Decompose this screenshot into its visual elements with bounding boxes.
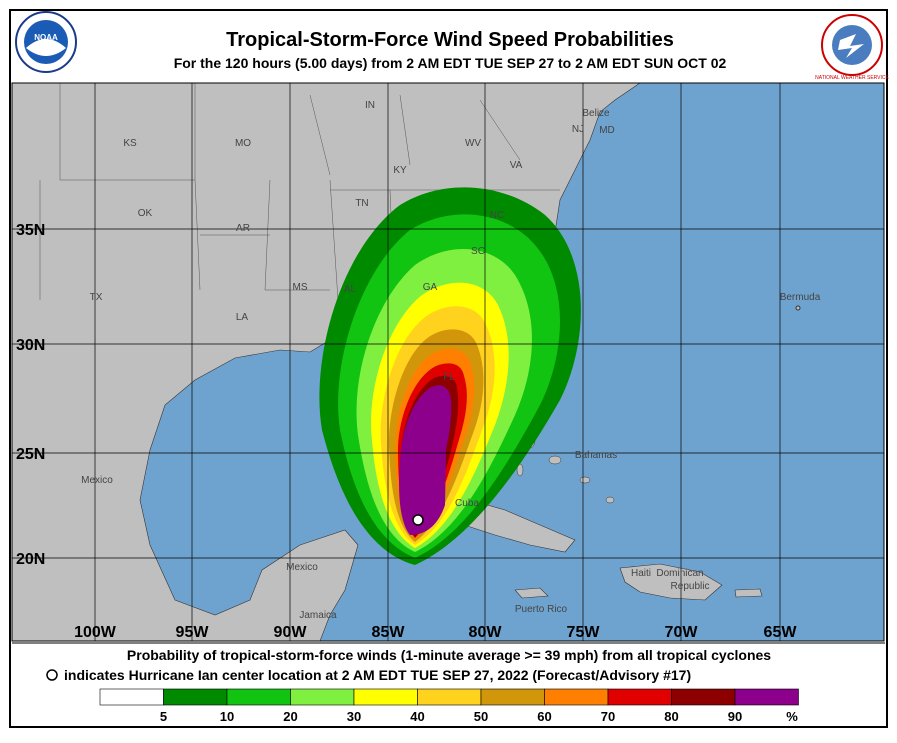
legend-swatch (671, 688, 736, 706)
place-label: TX (90, 292, 103, 303)
place-label: NC (490, 210, 504, 221)
latitude-label: 25N (16, 446, 45, 463)
graticule: 35N 30N 25N 20N 100W 95W 90W 85W 80W 75W 70W 65W (12, 83, 884, 641)
title: Tropical-Storm-Force Wind Speed Probabil… (226, 29, 674, 51)
noaa-text: NOAA (34, 33, 58, 42)
place-label: Bermuda (780, 292, 821, 303)
legend-label: 5 (160, 709, 167, 724)
longitude-label: 95W (176, 624, 210, 641)
map-border (11, 82, 885, 642)
legend-swatch (163, 688, 228, 706)
place-label: NJ (572, 124, 584, 135)
place-label: VA (510, 160, 523, 171)
bermuda (795, 305, 801, 311)
place-label: Bahamas (575, 450, 617, 461)
storm-center (412, 514, 424, 526)
footer-line2: indicates Hurricane Ian center location … (64, 667, 691, 683)
legend-swatch (417, 688, 482, 706)
place-label: Haiti (631, 568, 651, 579)
legend-unit: % (786, 709, 798, 724)
place-label: FL (443, 372, 455, 383)
longitude-label: 100W (74, 624, 117, 641)
latitude-label: 20N (16, 551, 45, 568)
legend-label: 30 (347, 709, 361, 724)
legend-label: 10 (220, 709, 234, 724)
place-label: Republic (671, 581, 710, 592)
place-label: AL (344, 284, 357, 295)
place-label: OK (138, 208, 153, 219)
legend-swatch (99, 688, 164, 706)
place-label: IN (365, 100, 375, 111)
place-label: WV (465, 138, 481, 149)
longitude-label: 75W (567, 624, 601, 641)
longitude-label: 65W (764, 624, 798, 641)
probability-contours (319, 187, 581, 565)
center-symbol (46, 669, 58, 681)
nws-logo: NATIONAL WEATHER SERVICE (815, 14, 890, 81)
place-label: Mexico (286, 562, 318, 573)
place-label: Jamaica (299, 610, 337, 621)
legend-label: 90 (728, 709, 742, 724)
hispaniola (619, 563, 723, 601)
map: 35N 30N 25N 20N 100W 95W 90W 85W 80W 75W 70W 65W IN… (12, 83, 884, 641)
legend-swatch (480, 688, 545, 706)
place-label: KS (123, 138, 137, 149)
noaa-logo: NOAA (15, 11, 77, 73)
latitude-label: 30N (16, 337, 45, 354)
legend-swatch (544, 688, 609, 706)
latitude-label: 35N (16, 222, 45, 239)
place-label: MD (599, 125, 615, 136)
puerto-rico (734, 588, 763, 598)
footer-line1: Probability of tropical-storm-force wind… (127, 647, 771, 663)
legend-label: 40 (410, 709, 424, 724)
place-label: Belize (582, 108, 610, 119)
place-label: AR (236, 223, 250, 234)
legend-label: 50 (474, 709, 488, 724)
longitude-label: 90W (274, 624, 308, 641)
legend-label: 80 (664, 709, 678, 724)
legend-label: 60 (537, 709, 551, 724)
place-label: GA (423, 282, 438, 293)
jamaica (514, 587, 549, 599)
place-label: SC (471, 246, 485, 257)
subtitle: For the 120 hours (5.00 days) from 2 AM … (174, 55, 727, 71)
legend-swatch (607, 688, 672, 706)
place-label: KY (393, 165, 407, 176)
place-label: MO (235, 138, 251, 149)
legend-swatch (226, 688, 291, 706)
place-label: Mexico (81, 475, 113, 486)
legend-label: 70 (601, 709, 615, 724)
nws-text: NATIONAL WEATHER SERVICE (815, 75, 889, 81)
longitude-label: 85W (372, 624, 406, 641)
place-labels: IN KS MO WV VA KY OK AR TN NC SC TX MS AL GA LA FL Bermud… (81, 100, 821, 621)
longitude-label: 70W (665, 624, 699, 641)
legend-swatch (734, 688, 799, 706)
place-label: LA (236, 312, 249, 323)
place-label: Puerto Rico (515, 604, 568, 615)
legend-label: 20 (283, 709, 297, 724)
place-label: MS (293, 282, 308, 293)
longitude-label: 80W (469, 624, 503, 641)
place-label: Cuba (455, 498, 479, 509)
legend-swatch (353, 688, 418, 706)
legend-swatch (290, 688, 355, 706)
place-label: Dominican (656, 568, 703, 579)
place-label: TN (355, 198, 368, 209)
legend: 5 10 20 30 40 50 60 70 80 90% (99, 688, 799, 724)
